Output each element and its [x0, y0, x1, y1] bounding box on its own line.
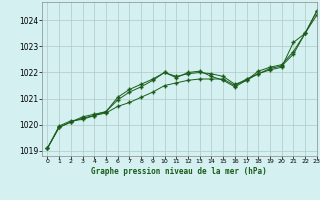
X-axis label: Graphe pression niveau de la mer (hPa): Graphe pression niveau de la mer (hPa)	[91, 167, 267, 176]
